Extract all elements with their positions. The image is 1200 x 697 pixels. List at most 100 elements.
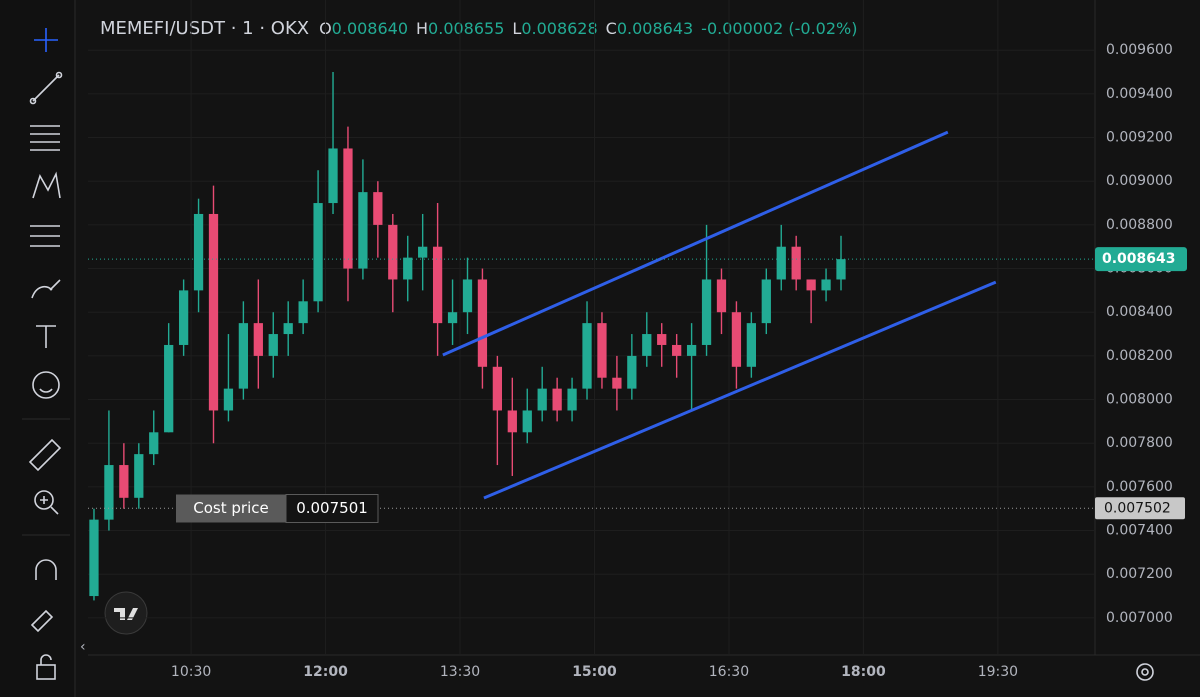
candle-body (418, 246, 428, 258)
y-tick-label: 0.009000 (1106, 173, 1173, 189)
candle-body (119, 465, 129, 498)
candle-body (582, 323, 592, 389)
emoji-tool[interactable] (32, 371, 60, 399)
candle-body (373, 192, 383, 225)
crosshair-tool[interactable] (34, 28, 58, 52)
collapse-arrow[interactable]: ‹ (80, 639, 86, 655)
text-tool[interactable] (36, 325, 56, 348)
x-tick-label: 15:00 (572, 664, 617, 680)
ohlc-key: L (512, 19, 521, 38)
x-tick-label: 12:00 (303, 664, 348, 680)
x-tick-label: 13:30 (440, 664, 480, 680)
x-tick-label: 18:00 (841, 664, 886, 680)
candle-body (89, 519, 99, 597)
last-price-label: 0.008643 (1102, 251, 1176, 267)
ohlc-key: C (606, 19, 617, 38)
channel-line (442, 130, 949, 357)
symbol-header: MEMEFI/USDT · 1 · OKX O0.008640 H0.008655 L… (100, 18, 857, 39)
y-tick-label: 0.008800 (1106, 217, 1173, 233)
symbol-title: MEMEFI/USDT · 1 · OKX (100, 18, 309, 39)
candle-body (642, 334, 652, 356)
candle-body (522, 410, 532, 433)
candle-body (223, 388, 234, 411)
ruler-tool[interactable] (28, 438, 62, 472)
candle-body (447, 312, 458, 324)
magnet-tool[interactable] (35, 559, 57, 580)
plot-area (88, 0, 1095, 655)
candle-body (567, 388, 577, 411)
lock-drawings-tool[interactable] (30, 609, 54, 633)
cost-price-title-box (176, 494, 286, 523)
candle-body (283, 323, 293, 335)
y-tick-label: 0.009200 (1106, 130, 1173, 146)
y-tick-label: 0.008000 (1106, 392, 1173, 408)
y-tick-label: 0.008400 (1106, 304, 1173, 320)
candle-body (208, 213, 219, 411)
zoom-tool[interactable] (34, 490, 59, 515)
candle-body (149, 432, 159, 455)
y-tick-label: 0.009400 (1106, 86, 1173, 102)
candle-body (492, 366, 503, 411)
candle-body (298, 301, 308, 324)
candle-body (716, 279, 727, 313)
candle-body (462, 279, 473, 313)
candle-body (806, 279, 816, 291)
candle-body (657, 334, 667, 345)
cost-line-label: 0.007502 (1104, 500, 1171, 516)
forecast-tool[interactable] (30, 225, 60, 247)
ohlc-value: 0.008655 (428, 19, 504, 38)
last-price-tag (1095, 247, 1187, 272)
x-tick-label: 16:30 (709, 664, 749, 680)
candle-body (552, 388, 562, 411)
ohlc-value: 0.008628 (521, 19, 597, 38)
candle-body (731, 312, 742, 367)
ohlc-change: -0.000002 (-0.02%) (701, 19, 857, 38)
candle-body (746, 323, 756, 367)
toolbar (0, 0, 75, 697)
candle-body (178, 290, 189, 345)
fib-tool[interactable] (30, 125, 60, 151)
candle-body (164, 344, 174, 433)
trendline-tool[interactable] (29, 71, 63, 105)
candle-body (627, 355, 637, 389)
y-tick-label: 0.009600 (1106, 42, 1173, 58)
candle-body (686, 344, 697, 356)
candle-body (388, 224, 398, 280)
candle-body (104, 465, 114, 520)
candle-body (268, 334, 278, 356)
candle-body (612, 377, 622, 389)
y-tick-label: 0.007200 (1106, 566, 1173, 582)
candle-body (358, 192, 368, 269)
candle-body (791, 246, 801, 280)
x-tick-label: 19:30 (978, 664, 1018, 680)
tradingview-logo[interactable] (104, 591, 148, 635)
candle-body (537, 388, 547, 411)
candle-body (821, 279, 831, 291)
candle-body (776, 246, 786, 280)
ohlc-value: 0.008643 (617, 19, 693, 38)
cost-price-value-box (285, 493, 379, 523)
cost-line-tag (1095, 497, 1185, 520)
candle-body (313, 203, 323, 302)
cost-price-value: 0.007501 (296, 499, 368, 517)
pattern-tool[interactable] (32, 171, 61, 199)
cost-price-title: Cost price (193, 499, 268, 517)
candle-body (134, 454, 144, 498)
candle-body (477, 279, 488, 367)
brush-tool[interactable] (31, 279, 61, 299)
candle-body (432, 246, 443, 324)
candle-body (403, 257, 413, 280)
candle-body (193, 213, 204, 291)
candle-body (328, 148, 338, 204)
candle-body (761, 279, 771, 324)
y-tick-label: 0.008200 (1106, 348, 1173, 364)
candle-body (836, 259, 846, 280)
y-tick-label: 0.007800 (1106, 435, 1173, 451)
settings-button[interactable] (1136, 663, 1154, 681)
candle-body (343, 148, 353, 269)
y-tick-label: 0.007600 (1106, 479, 1173, 495)
candle-body (597, 323, 607, 378)
lock-tool[interactable] (36, 654, 56, 680)
x-tick-label: 10:30 (171, 664, 211, 680)
